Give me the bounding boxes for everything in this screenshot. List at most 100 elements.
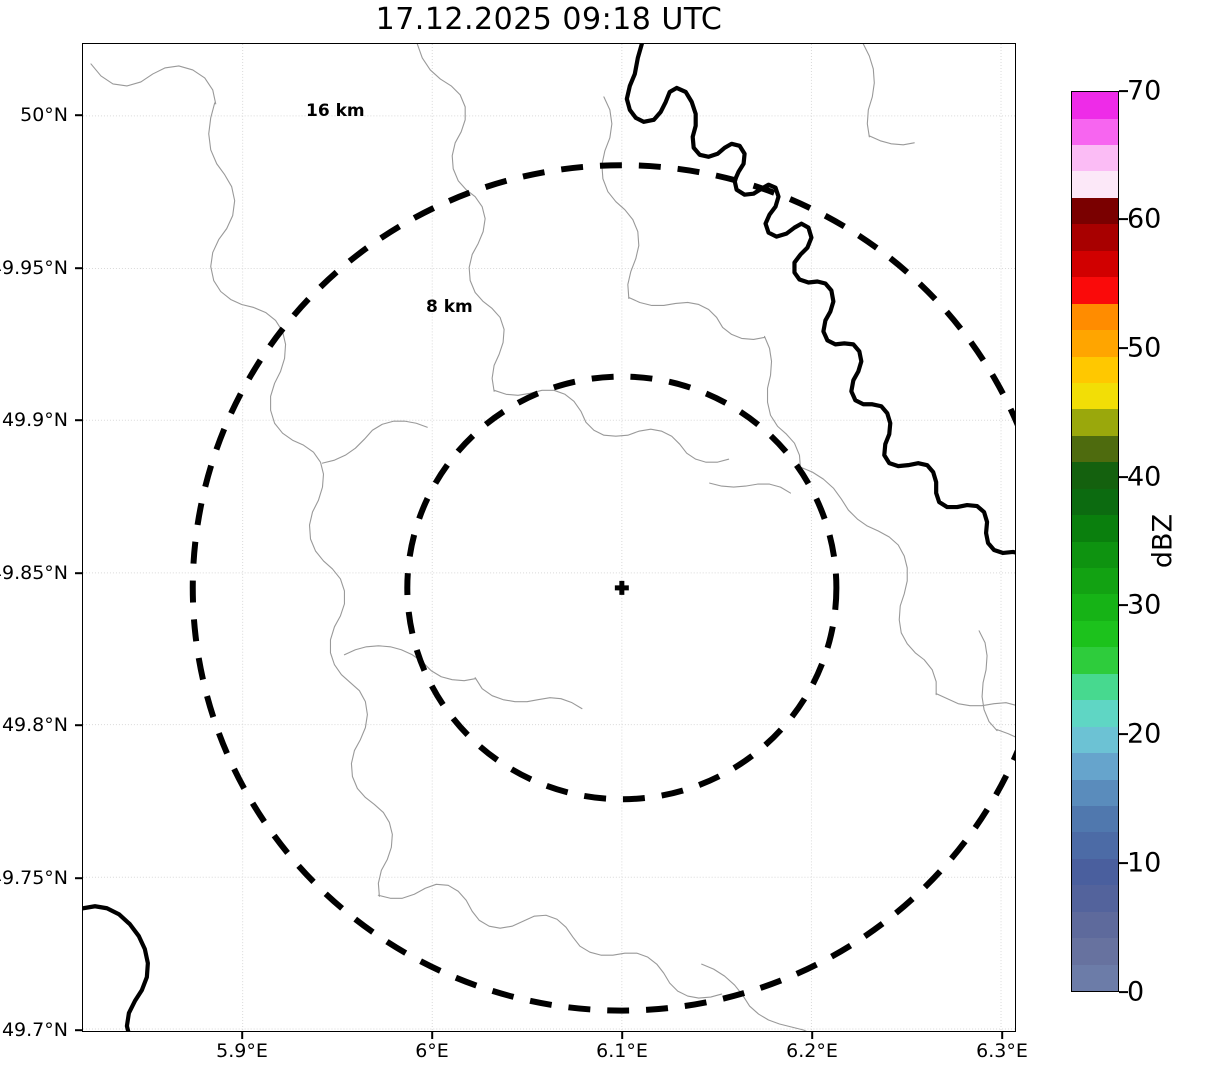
admin-boundary-path	[763, 335, 802, 469]
admin-boundary-path	[90, 63, 217, 105]
colorbar-band	[1072, 779, 1118, 806]
colorbar-tick-label: 20	[1127, 718, 1162, 750]
colorbar-tick-label: 50	[1127, 332, 1162, 364]
colorbar-band	[1072, 197, 1118, 225]
admin-boundary-path	[208, 102, 393, 897]
range-ring-8km	[404, 373, 840, 803]
colorbar-band	[1072, 594, 1118, 621]
colorbar-tick-label: 0	[1127, 976, 1145, 1008]
x-axis-tick-mark	[621, 1032, 623, 1039]
range-ring-16km	[189, 162, 1015, 1014]
colorbar-band	[1072, 277, 1118, 304]
y-axis: 50°N 49.95°N 49.9°N 49.85°N 49.8°N 49.75°N 49.…	[0, 0, 82, 1069]
admin-boundary-path	[377, 883, 723, 999]
country-border-path	[624, 44, 1015, 556]
range-ring-label-16km: 16 km	[306, 101, 365, 121]
admin-boundary-path	[868, 135, 915, 146]
colorbar-tick-mark	[1119, 604, 1128, 606]
y-axis-tick-mark	[75, 419, 82, 421]
country-border	[83, 44, 1015, 1031]
colorbar-band	[1072, 462, 1118, 489]
colorbar-band	[1072, 409, 1118, 436]
colorbar-tick-label: 10	[1127, 847, 1162, 879]
colorbar-tick-mark	[1119, 733, 1128, 735]
country-border-path	[83, 904, 150, 1031]
colorbar-band	[1072, 171, 1118, 198]
admin-boundary-path	[601, 96, 640, 300]
colorbar-band	[1072, 938, 1118, 965]
range-rings	[189, 162, 1015, 1014]
y-axis-tick-mark	[75, 1029, 82, 1031]
colorbar-band	[1072, 964, 1118, 991]
colorbar-band	[1072, 647, 1118, 674]
x-axis-tick-label: 6°E	[415, 1040, 449, 1062]
admin-boundary-path	[493, 389, 730, 463]
x-axis-tick-mark	[1001, 1032, 1003, 1039]
colorbar-tick-label: 30	[1127, 589, 1162, 621]
y-axis-tick-mark	[75, 877, 82, 879]
colorbar-band	[1072, 726, 1118, 754]
admin-boundary-path	[628, 296, 766, 340]
admin-boundary-path	[862, 44, 875, 138]
colorbar-band	[1072, 911, 1118, 939]
colorbar-tick-mark	[1119, 218, 1128, 220]
x-axis-tick-label: 6.2°E	[786, 1040, 838, 1062]
radar-center-cross-icon	[614, 580, 629, 595]
y-axis-tick-mark	[75, 114, 82, 116]
y-axis-tick-label: 49.75°N	[0, 867, 68, 889]
range-ring-label-8km: 8 km	[426, 297, 473, 317]
y-axis-tick-label: 50°N	[20, 104, 68, 126]
colorbar-band	[1072, 356, 1118, 383]
colorbar-band	[1072, 515, 1118, 542]
colorbar-tick-label: 40	[1127, 461, 1162, 493]
admin-boundary-path	[799, 466, 937, 696]
x-axis-tick-mark	[431, 1032, 433, 1039]
colorbar[interactable]	[1071, 91, 1119, 992]
colorbar-band	[1072, 382, 1118, 410]
admin-boundary-path	[935, 693, 1015, 707]
colorbar-band	[1072, 330, 1118, 357]
x-axis-tick-label: 6.3°E	[976, 1040, 1028, 1062]
colorbar-band	[1072, 832, 1118, 859]
colorbar-tick-mark	[1119, 476, 1128, 478]
x-axis-tick-label: 6.1°E	[596, 1040, 648, 1062]
radar-site-marker	[614, 580, 629, 595]
colorbar-tick-mark	[1119, 90, 1128, 92]
colorbar-band	[1072, 92, 1118, 119]
colorbar-tick-mark	[1119, 991, 1128, 993]
y-axis-tick-label: 49.95°N	[0, 257, 68, 279]
colorbar-band	[1072, 541, 1118, 568]
colorbar-band	[1072, 753, 1118, 780]
admin-boundary-path	[709, 482, 792, 494]
colorbar-band	[1072, 858, 1118, 886]
admin-boundary-path	[343, 645, 476, 682]
y-axis-tick-mark	[75, 724, 82, 726]
colorbar-band	[1072, 620, 1118, 648]
y-axis-tick-label: 49.85°N	[0, 562, 68, 584]
colorbar-tick-mark	[1119, 862, 1128, 864]
colorbar-tick-label: 60	[1127, 203, 1162, 235]
colorbar-band	[1072, 118, 1118, 145]
colorbar-band	[1072, 303, 1118, 331]
admin-boundary-path	[416, 44, 505, 392]
y-axis-tick-label: 49.9°N	[1, 409, 68, 431]
y-axis-tick-label: 49.8°N	[1, 714, 68, 736]
x-axis-tick-mark	[811, 1032, 813, 1039]
administrative-boundaries	[90, 44, 1015, 1031]
page-title: 17.12.2025 09:18 UTC	[375, 2, 723, 37]
x-axis-tick-label: 5.9°E	[216, 1040, 268, 1062]
admin-boundary-path	[474, 677, 583, 710]
admin-boundary-path	[978, 630, 998, 732]
colorbar-band	[1072, 568, 1118, 595]
colorbar-band	[1072, 145, 1118, 172]
colorbar-band	[1072, 224, 1118, 251]
y-axis-tick-mark	[75, 572, 82, 574]
colorbar-tick-label: 70	[1127, 75, 1162, 107]
radar-map-canvas[interactable]: 16 km 8 km	[82, 43, 1016, 1032]
colorbar-band	[1072, 885, 1118, 912]
y-axis-tick-mark	[75, 267, 82, 269]
colorbar-title: dBZ	[1147, 513, 1179, 569]
admin-boundary-path	[701, 963, 807, 1031]
colorbar-band	[1072, 673, 1118, 701]
